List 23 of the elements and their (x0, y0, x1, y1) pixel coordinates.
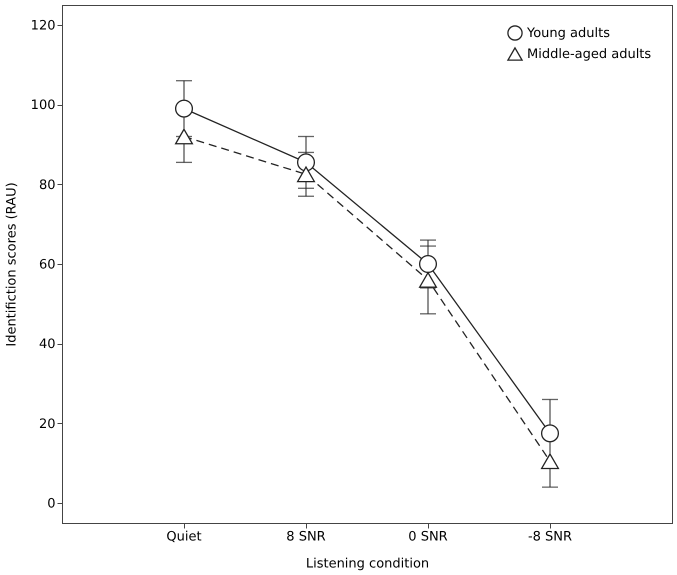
y-tick-label: 120 (30, 18, 56, 34)
y-tick-label: 80 (38, 178, 56, 193)
point (296, 166, 316, 182)
y-axis-title: Identifiction scores (RAU) (4, 182, 20, 347)
point (540, 424, 560, 442)
point (174, 128, 194, 144)
point (540, 453, 560, 470)
point (296, 153, 316, 172)
y-tick-label: 100 (30, 98, 56, 114)
y-tick-label: 60 (38, 258, 56, 272)
y-tick-label: 0 (47, 496, 56, 512)
point (174, 100, 194, 118)
x-tick-label: Quiet (166, 530, 202, 544)
point (418, 255, 438, 273)
y-tick-label: 40 (38, 337, 56, 352)
x-tick-label: 8 SNR (286, 530, 326, 544)
x-tick-label: 0 SNR (408, 530, 448, 544)
x-axis-title: Listening condition (306, 556, 430, 572)
point (418, 272, 438, 288)
x-tick-label: -8 SNR (528, 530, 572, 544)
legend-label: Middle-aged adults (527, 47, 652, 62)
y-tick-label: 20 (38, 416, 56, 432)
legend-label: Young adults (526, 26, 610, 41)
